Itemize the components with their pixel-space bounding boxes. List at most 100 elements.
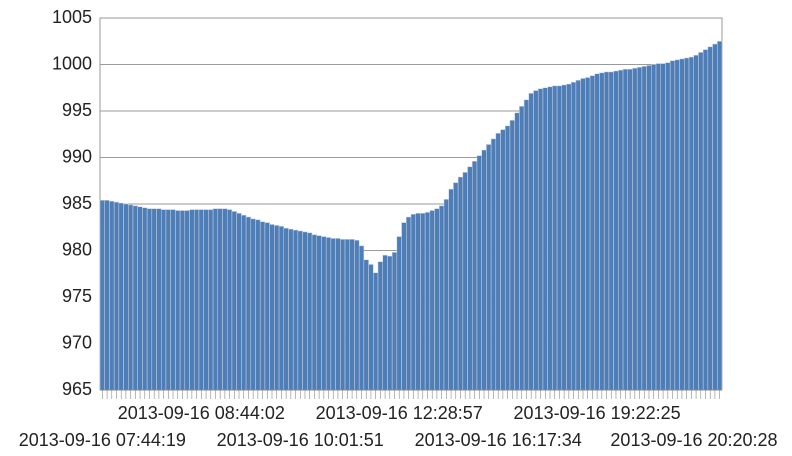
bar (698, 52, 704, 391)
bar (325, 237, 332, 391)
bar (156, 208, 162, 391)
bar (448, 188, 454, 391)
bar (349, 239, 355, 391)
bar (660, 63, 666, 391)
y-tick-label: 965 (62, 379, 92, 399)
bar (208, 209, 214, 391)
bar (490, 138, 497, 391)
x-tick-label: 2013-09-16 08:44:02 (118, 403, 285, 423)
bar (321, 236, 327, 391)
bar (622, 68, 629, 391)
bar (259, 221, 266, 391)
bar (495, 133, 501, 391)
bar (655, 63, 661, 391)
bar (297, 230, 303, 391)
x-tick-label: 2013-09-16 12:28:57 (316, 403, 483, 423)
bar (556, 85, 563, 391)
bar (608, 71, 614, 391)
bar (632, 67, 638, 391)
bar (123, 203, 129, 391)
bar (184, 210, 190, 391)
bar (717, 41, 723, 391)
bar (523, 99, 530, 391)
bar (226, 209, 233, 391)
bar (613, 70, 619, 391)
bar (278, 226, 285, 391)
bar (142, 207, 148, 391)
bar (443, 199, 449, 391)
bar (387, 255, 393, 391)
bar (377, 261, 383, 391)
bar (401, 222, 407, 391)
bar (222, 208, 228, 391)
bar (241, 214, 247, 391)
bar (674, 59, 680, 391)
bar (669, 60, 676, 391)
y-tick-label: 1000 (52, 53, 92, 73)
y-tick-label: 1005 (52, 7, 92, 27)
bar (212, 208, 219, 391)
bar (231, 211, 237, 391)
bar (165, 209, 171, 391)
bar (288, 228, 294, 391)
bar (415, 213, 421, 391)
bar (203, 209, 209, 391)
bar (132, 205, 138, 391)
bar (161, 209, 167, 391)
bar (170, 209, 176, 391)
x-tick-label: 2013-09-16 10:01:51 (217, 430, 384, 450)
y-tick-label: 980 (62, 239, 92, 259)
bar (373, 272, 379, 391)
bar (274, 225, 280, 391)
bar (476, 155, 482, 391)
bar (189, 209, 195, 391)
bar (693, 54, 699, 391)
bar (707, 46, 713, 391)
bar (269, 224, 275, 391)
bar (175, 210, 181, 391)
bar (589, 75, 596, 391)
bar (580, 78, 586, 391)
bar (561, 84, 567, 391)
bar (382, 254, 388, 391)
bar (137, 206, 143, 391)
bar (439, 205, 445, 391)
bar (651, 64, 657, 391)
bar (519, 106, 525, 391)
bar (410, 213, 416, 391)
bar (255, 219, 261, 391)
bar (585, 77, 591, 391)
bar (391, 252, 398, 391)
bar (702, 49, 709, 391)
bar (646, 65, 652, 391)
bar (179, 210, 186, 391)
bar (467, 166, 473, 391)
x-tick-label: 2013-09-16 19:22:25 (514, 403, 681, 423)
bar (99, 200, 105, 391)
y-tick-label: 975 (62, 286, 92, 306)
bar (599, 72, 605, 391)
bar (109, 200, 115, 391)
bar (250, 218, 256, 391)
bar (509, 120, 515, 391)
bar (575, 80, 581, 391)
bar (406, 216, 412, 391)
bar (627, 68, 633, 391)
bar (340, 239, 346, 391)
bar (500, 129, 506, 391)
y-tick-label: 970 (62, 332, 92, 352)
bar (396, 236, 402, 391)
bar (542, 87, 548, 391)
y-tick-label: 990 (62, 146, 92, 166)
bar (641, 66, 647, 391)
bar (283, 227, 289, 391)
bar (712, 43, 718, 391)
bar (472, 160, 478, 391)
y-tick-label: 995 (62, 100, 92, 120)
bar (264, 222, 270, 391)
bar (307, 232, 313, 391)
bar (311, 234, 318, 391)
bar (245, 216, 252, 391)
y-tick-label: 985 (62, 193, 92, 213)
